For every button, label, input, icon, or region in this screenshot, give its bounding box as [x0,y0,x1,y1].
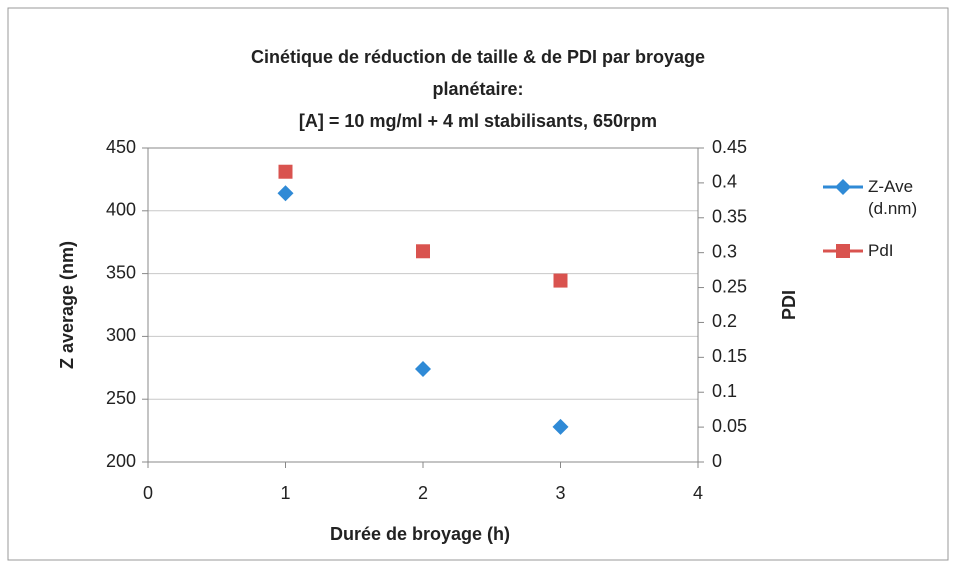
y2-tick-label: 0.15 [712,346,747,366]
square-point [416,244,430,259]
y2-tick-label: 0.4 [712,172,737,192]
y-tick-label: 450 [106,137,136,157]
diamond-point [552,418,569,435]
y-tick-label: 400 [106,200,136,220]
y-tick-label: 200 [106,451,136,471]
y-axis-label: Z average (nm) [57,241,77,369]
square-point [553,273,568,288]
x-tick-label: 1 [280,483,290,503]
x-tick-label: 0 [143,483,153,503]
x-axis-label: Durée de broyage (h) [330,524,510,544]
legend-label: PdI [868,241,894,260]
square-point [278,164,293,179]
chart-title: planétaire: [432,79,523,99]
y-tick-label: 250 [106,388,136,408]
x-tick-label: 2 [418,483,428,503]
y2-tick-label: 0.45 [712,137,747,157]
square-point [836,244,850,258]
legend-label: Z-Ave (d.nm) [868,177,918,218]
chart-border [7,7,949,561]
chart-title: Cinétique de réduction de taille & de PD… [251,47,705,67]
chart-title: [A] = 10 mg/ml + 4 ml stabilisants, 650r… [299,111,657,131]
x-tick-label: 4 [693,483,703,503]
y2-tick-label: 0.05 [712,416,747,436]
y2-tick-label: 0.25 [712,276,747,296]
y2-axis-label: PDI [779,290,799,320]
diamond-point [277,185,294,202]
y2-tick-label: 0.2 [712,311,737,331]
y2-tick-label: 0.3 [712,241,737,261]
x-tick-label: 3 [555,483,565,503]
plot-border [147,147,699,463]
y-tick-label: 300 [106,325,136,345]
y-tick-label: 350 [106,262,136,282]
y2-tick-label: 0 [712,451,722,471]
y2-tick-label: 0.35 [712,207,747,227]
diamond-point [415,361,431,378]
y2-tick-label: 0.1 [712,381,737,401]
diamond-point [835,179,851,195]
